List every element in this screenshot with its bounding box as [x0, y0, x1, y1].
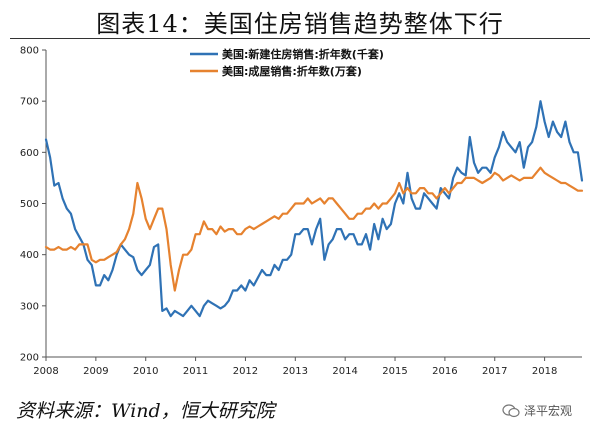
watermark-text: 泽平宏观: [524, 404, 573, 418]
chart-axes: 200 300 400 500 600 700 800 2008 2009 2010 2011 201…: [20, 46, 582, 377]
x-tick-label: 2018: [532, 366, 557, 377]
legend-label-2: 美国:成屋销售:折年数(万套): [222, 64, 362, 78]
x-tick-label: 2010: [133, 366, 158, 377]
chart-series: [44, 100, 584, 318]
x-tick-label: 2012: [233, 366, 258, 377]
y-tick-label: 300: [20, 301, 39, 312]
title-rule: [10, 38, 590, 39]
x-tick-label: 2008: [33, 366, 58, 377]
y-tick-label: 400: [20, 250, 39, 261]
y-tick-label: 500: [20, 199, 39, 210]
chart-legend: 美国:新建住房销售:折年数(千套) 美国:成屋销售:折年数(万套): [190, 47, 384, 78]
y-tick-label: 800: [20, 46, 39, 57]
x-tick-label: 2014: [332, 366, 357, 377]
chart-title: 图表14：美国住房销售趋势整体下行: [96, 10, 504, 38]
series-line-1: [44, 100, 584, 318]
x-tick-label: 2015: [382, 366, 407, 377]
line-chart: 200 300 400 500 600 700 800 2008 2009 2010 2011 201…: [20, 46, 584, 377]
y-tick-label: 700: [20, 97, 39, 108]
wechat-icon: [502, 403, 520, 417]
x-tick-label: 2009: [83, 366, 108, 377]
x-tick-label: 2011: [183, 366, 208, 377]
source-note: 资料来源：Wind，恒大研究院: [16, 400, 275, 422]
x-tick-label: 2013: [283, 366, 308, 377]
legend-label-1: 美国:新建住房销售:折年数(千套): [222, 47, 384, 61]
watermark: 泽平宏观: [502, 402, 572, 419]
x-tick-label: 2017: [482, 366, 507, 377]
y-tick-label: 200: [20, 353, 39, 364]
y-tick-label: 600: [20, 148, 39, 159]
x-tick-label: 2016: [432, 366, 457, 377]
series-line-2: [44, 166, 584, 292]
